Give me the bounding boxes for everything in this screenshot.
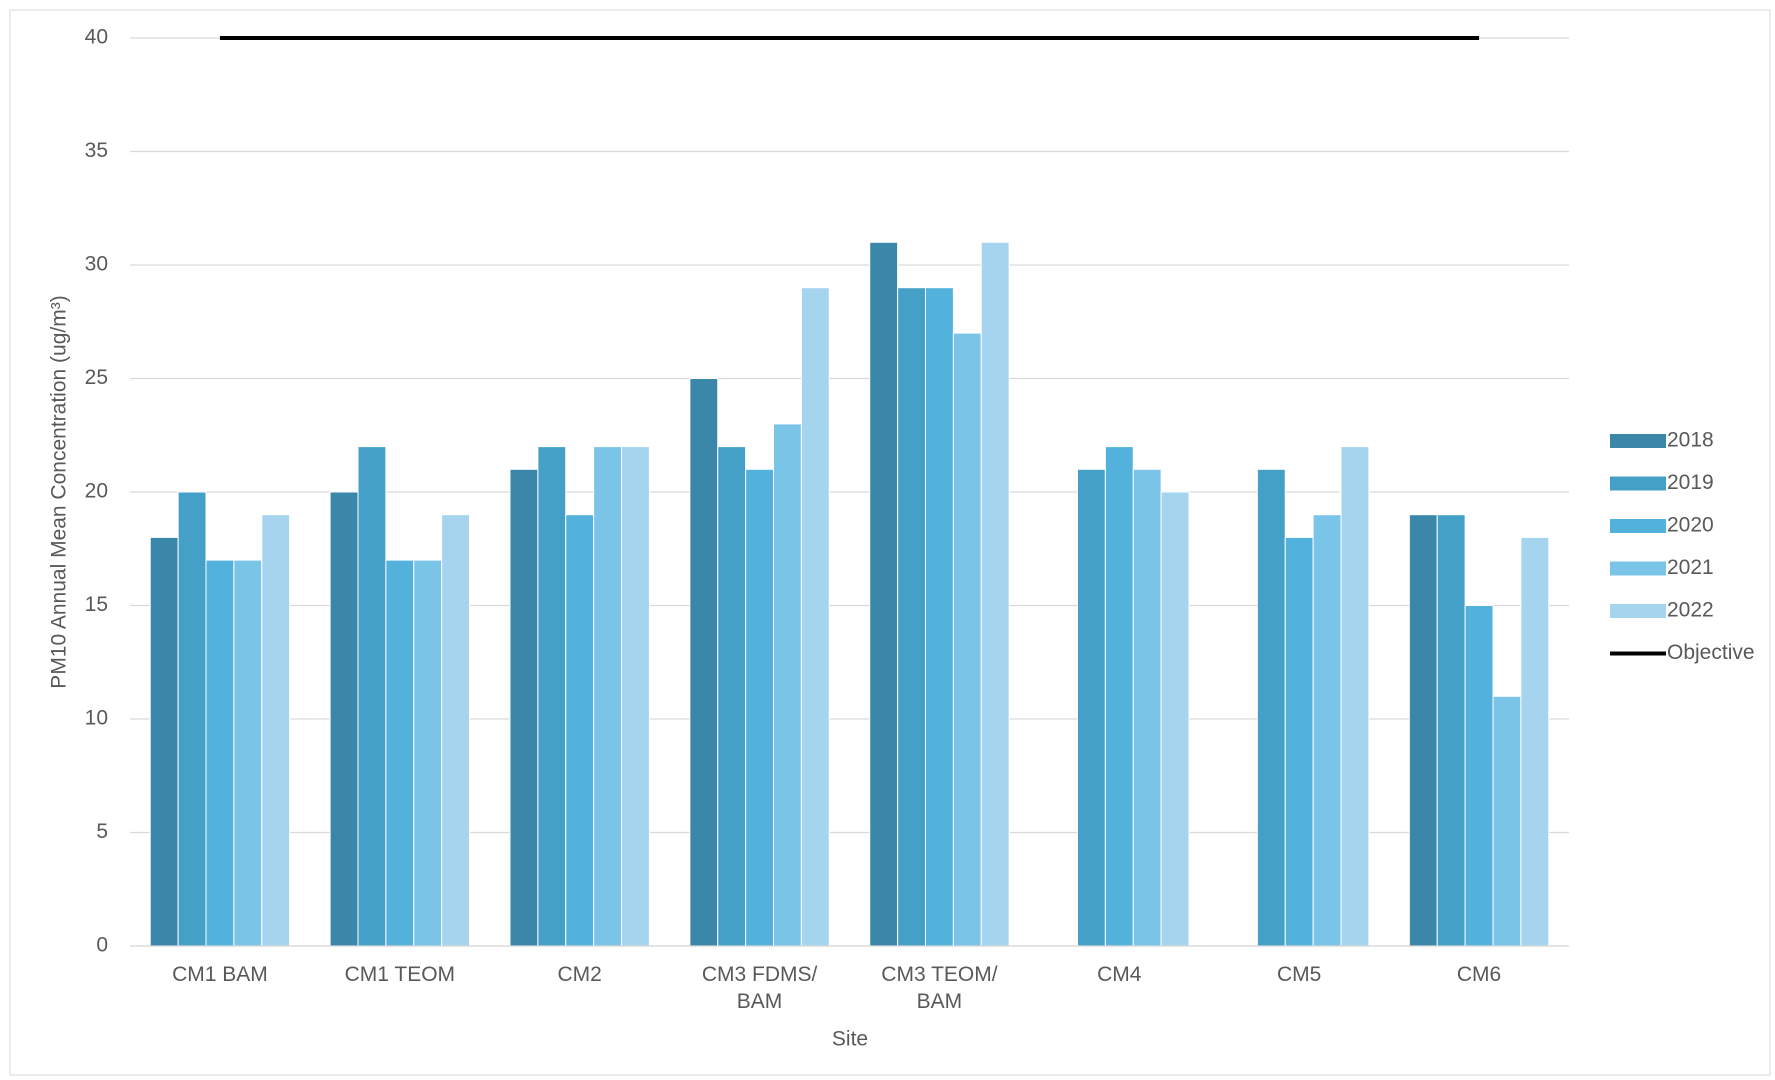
y-tick-label: 25 [85,366,108,389]
y-tick-label: 10 [85,707,108,730]
legend-swatch [1610,604,1666,618]
y-tick-label: 30 [85,253,108,276]
bar [593,446,623,947]
bar [1076,468,1106,947]
bar [1284,536,1314,947]
bar [261,514,291,947]
chart-border [9,9,1771,1076]
x-tick-label: CM5 [1277,963,1322,986]
bar [1312,514,1342,947]
bar [1104,446,1134,947]
legend-label: 2022 [1667,599,1714,622]
bar [177,491,207,947]
bar [800,287,830,947]
bar [149,536,179,947]
legend-label: 2021 [1667,556,1714,579]
y-tick-label: 35 [85,139,108,162]
bar [329,491,359,947]
x-tick-label: CM4 [1097,963,1142,986]
legend-label: Objective [1667,641,1755,664]
bar [1132,468,1162,947]
y-tick-label: 20 [85,480,108,503]
bar [1492,695,1522,947]
x-tick-label: CM1 TEOM [344,963,456,986]
bar [952,332,982,947]
y-axis-label: PM10 Annual Mean Concentration (ug/m³) [48,295,71,688]
bar [745,468,775,947]
y-tick-label: 5 [96,820,108,843]
bar [1340,446,1370,947]
bar [1160,491,1190,947]
bar [773,423,802,947]
bar [537,446,567,947]
bar [357,446,387,947]
legend-label: 2019 [1667,471,1714,494]
bar [869,241,899,947]
x-tick-label: CM3 TEOM/ BAM [881,963,998,1013]
x-tick-label: CM1 BAM [172,963,268,986]
legend-label: 2018 [1667,429,1714,452]
bar [413,559,443,947]
y-tick-label: 15 [85,593,108,616]
bar [233,559,263,947]
bar [385,559,415,947]
bar [717,446,747,947]
bar [1256,468,1286,947]
legend-label: 2020 [1667,514,1714,537]
x-tick-label: CM2 [557,963,602,986]
bar [441,514,471,947]
bar [205,559,235,947]
x-tick-label: CM3 FDMS/ BAM [701,963,818,1013]
bar [1408,514,1438,947]
bar [1464,605,1494,947]
bar [924,287,954,947]
legend-swatch [1610,434,1666,448]
x-tick-label: CM6 [1456,963,1502,986]
bar [689,378,719,947]
bar [897,287,926,947]
bar [980,241,1010,947]
bar [509,468,539,947]
x-axis-label: Site [832,1028,868,1051]
y-tick-label: 0 [96,934,108,957]
legend-swatch [1610,519,1666,533]
y-tick-label: 40 [85,26,108,49]
legend-swatch [1610,561,1666,576]
bar [565,514,595,947]
legend-swatch [1610,476,1666,491]
bar [1520,536,1550,947]
bar [621,446,650,947]
bar [1436,514,1466,947]
